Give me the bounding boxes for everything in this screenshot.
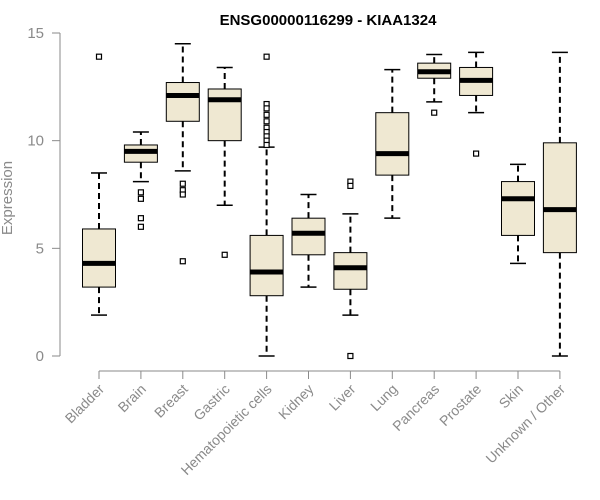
boxes (82, 43, 577, 360)
box-iqr (291, 217, 326, 256)
y-tick-label: 5 (36, 240, 44, 257)
x-tick-label: Kidney (275, 381, 317, 423)
y-axis-label: Expression (0, 161, 16, 235)
x-tick-label: Lung (367, 381, 400, 414)
outlier-point (137, 215, 144, 222)
box-iqr (375, 112, 410, 176)
x-tick-label: Pancreas (389, 381, 442, 434)
box-group (291, 193, 326, 288)
x-tick-label: Prostate (436, 381, 484, 429)
outlier-point (179, 180, 186, 187)
box-iqr (165, 82, 200, 122)
box-group (501, 163, 535, 265)
box-iqr (207, 88, 242, 142)
outlier-point (347, 352, 354, 360)
outlier-point (473, 150, 480, 157)
box-group (123, 131, 158, 230)
x-tick-label: Skin (496, 381, 527, 412)
chart-title: ENSG00000116299 - KIAA1324 (220, 12, 437, 29)
outlier-point (263, 111, 270, 118)
box-group (249, 53, 284, 357)
y-tick-label: 15 (27, 25, 44, 42)
box-group (82, 53, 116, 316)
outlier-point (221, 251, 228, 258)
x-tick-label: Breast (151, 381, 191, 421)
box-iqr (542, 142, 577, 254)
outlier-point (137, 189, 144, 196)
outlier-point (263, 141, 270, 149)
outlier-point (263, 105, 270, 112)
outlier-point (263, 53, 270, 60)
box-iqr (501, 181, 535, 236)
y-tick-label: 10 (27, 133, 44, 150)
box-iqr (249, 234, 284, 297)
box-group (375, 68, 410, 219)
x-tick-label: Bladder (62, 381, 108, 427)
outlier-point (179, 258, 186, 265)
box-group (165, 43, 200, 265)
box-group (333, 178, 368, 360)
x-tick-label: Unknown / Other (482, 381, 568, 467)
outlier-point (431, 109, 438, 116)
y-tick-label: 0 (36, 348, 44, 365)
box-iqr (82, 228, 116, 288)
box-group (542, 51, 577, 357)
box-group (207, 66, 242, 258)
outlier-point (95, 53, 103, 60)
outlier-point (179, 191, 186, 198)
box-group (459, 51, 494, 157)
box-iqr (333, 252, 368, 290)
box-group (417, 53, 452, 116)
outlier-point (347, 182, 354, 189)
x-tick-label: Liver (326, 381, 359, 414)
x-tick-label: Brain (115, 381, 149, 415)
y-ticks: 0 5 10 15 (27, 25, 60, 365)
outlier-point (137, 223, 144, 230)
outlier-point (137, 195, 144, 202)
outlier-point (263, 118, 270, 125)
